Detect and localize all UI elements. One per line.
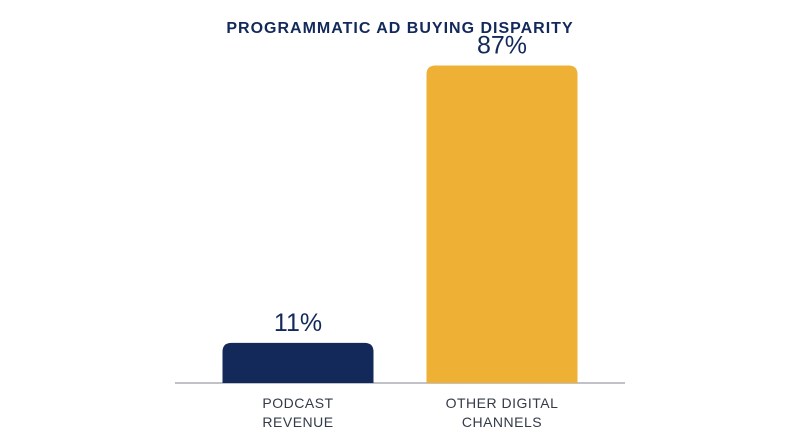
category-label-0: PODCAST REVENUE bbox=[262, 395, 333, 430]
category-labels-group: PODCAST REVENUE OTHER DIGITAL CHANNELS bbox=[262, 395, 558, 430]
category-label-line: OTHER DIGITAL bbox=[446, 395, 559, 411]
bar-value-label-1: 87% bbox=[477, 31, 527, 59]
chart-title: PROGRAMMATIC AD BUYING DISPARITY bbox=[226, 20, 574, 37]
category-label-line: REVENUE bbox=[262, 414, 333, 430]
category-label-line: CHANNELS bbox=[462, 414, 542, 430]
bar-0 bbox=[222, 342, 374, 383]
bar-value-label-0: 11% bbox=[274, 309, 322, 337]
value-labels-group: 11% 87% bbox=[274, 31, 527, 336]
category-label-1: OTHER DIGITAL CHANNELS bbox=[446, 395, 559, 430]
bar-1 bbox=[426, 65, 578, 383]
category-label-line: PODCAST bbox=[262, 395, 333, 411]
bars-group bbox=[222, 65, 578, 383]
